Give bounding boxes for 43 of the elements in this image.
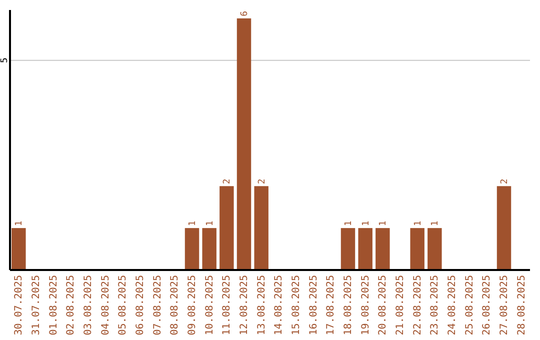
x-tick-label: 05.08.2025 [118,275,129,336]
x-tick-label: 17.08.2025 [326,275,337,336]
x-tick-label: 14.08.2025 [274,275,285,336]
x-tick-label: 03.08.2025 [83,275,94,336]
x-tick-label: 19.08.2025 [360,275,372,336]
data-label: 1 [413,220,424,226]
x-tick-label: 23.08.2025 [430,275,441,336]
data-label: 1 [344,220,354,226]
x-tick-label: 10.08.2025 [204,275,216,336]
x-tick-label: 06.08.2025 [135,275,146,336]
data-label: 1 [188,220,198,226]
x-tick-label: 11.08.2025 [222,275,233,336]
data-label: 2 [500,178,510,184]
y-tick-label: 5 [0,58,10,64]
x-tick-label: 08.08.2025 [170,275,181,336]
data-label: 6 [240,10,250,16]
data-label: 1 [378,220,389,226]
data-label: 1 [361,220,372,226]
x-tick-label: 01.08.2025 [48,275,60,336]
x-tick-label: 26.08.2025 [482,275,493,336]
x-tick-label: 18.08.2025 [343,275,354,336]
x-tick-label: 28.08.2025 [516,275,528,336]
x-tick-label: 02.08.2025 [66,275,77,336]
x-tick-label: 20.08.2025 [378,275,389,336]
data-label: 1 [205,220,216,226]
x-tick-label: 07.08.2025 [152,275,164,336]
data-label: 1 [430,220,441,226]
data-label: 2 [222,178,233,184]
x-tick-label: 16.08.2025 [308,275,320,336]
x-tick-label: 09.08.2025 [187,275,198,336]
x-tick-label: 31.07.2025 [31,275,42,336]
x-tick-label: 12.08.2025 [239,275,250,336]
x-tick-label: 30.07.2025 [14,275,25,336]
data-label: 2 [257,178,268,184]
x-tick-label: 24.08.2025 [447,275,458,336]
data-label: 1 [14,220,25,226]
x-tick-label: 04.08.2025 [100,275,112,336]
x-tick-label: 15.08.2025 [291,275,302,336]
x-tick-label: 21.08.2025 [395,275,406,336]
x-tick-label: 22.08.2025 [412,275,424,336]
x-tick-label: 27.08.2025 [499,275,510,336]
x-tick-label: 25.08.2025 [464,275,476,336]
x-tick-label: 13.08.2025 [256,275,268,336]
